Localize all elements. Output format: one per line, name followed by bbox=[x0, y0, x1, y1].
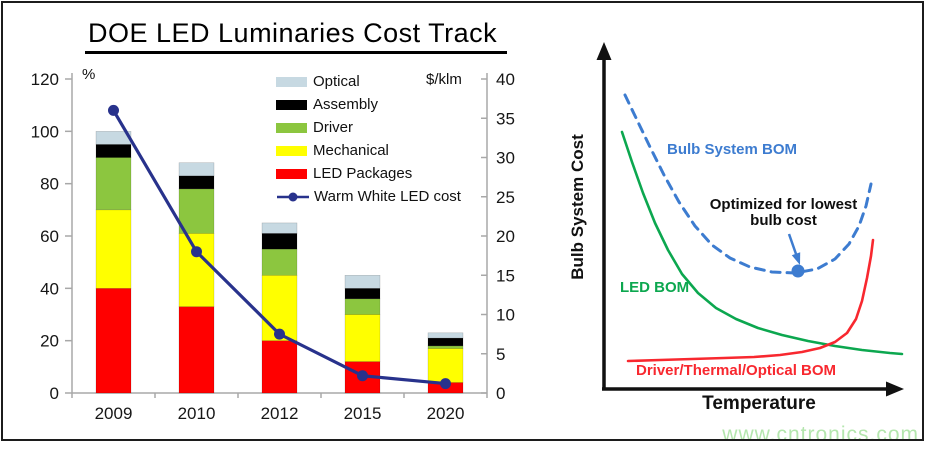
curve bbox=[623, 93, 873, 275]
bar-segment bbox=[427, 332, 464, 339]
legend-item: LED Packages bbox=[276, 162, 461, 185]
chart-title: DOE LED Luminaries Cost Track bbox=[85, 18, 508, 54]
legend-label: Mechanical bbox=[313, 142, 389, 159]
line-marker bbox=[274, 328, 285, 340]
watermark: www.cntronics.com bbox=[722, 423, 919, 446]
y-axis-arrow-icon bbox=[596, 42, 612, 60]
legend-label: Warm White LED cost bbox=[314, 188, 461, 205]
svg-text:40: 40 bbox=[40, 279, 59, 298]
svg-text:80: 80 bbox=[40, 175, 59, 194]
bar-segment bbox=[427, 345, 464, 349]
svg-text:60: 60 bbox=[40, 227, 59, 246]
left-axis-unit-label: % bbox=[82, 66, 96, 83]
legend-item: Optical bbox=[276, 70, 461, 93]
svg-text:25: 25 bbox=[496, 188, 515, 207]
legend-label: LED Packages bbox=[313, 165, 413, 182]
legend-item: Warm White LED cost bbox=[276, 185, 461, 208]
bar-segment bbox=[95, 288, 132, 394]
bar-segment bbox=[427, 348, 464, 383]
bulb-system-bom-label: Bulb System BOM bbox=[667, 141, 798, 158]
svg-text:15: 15 bbox=[496, 266, 515, 285]
svg-text:2015: 2015 bbox=[344, 404, 382, 423]
legend-item: Driver bbox=[276, 116, 461, 139]
bar-segment bbox=[178, 306, 215, 394]
bar-segment bbox=[178, 175, 215, 190]
legend-swatch bbox=[276, 168, 307, 179]
svg-text:0: 0 bbox=[496, 384, 505, 403]
right-axis-unit-label: $/klm bbox=[426, 71, 462, 88]
right-chart-ylabel: Bulb System Cost bbox=[568, 134, 587, 280]
svg-text:2012: 2012 bbox=[261, 404, 299, 423]
curve bbox=[620, 130, 904, 356]
bar-segment bbox=[95, 157, 132, 211]
legend-swatch bbox=[276, 145, 307, 156]
legend-swatch bbox=[276, 76, 307, 87]
svg-text:20: 20 bbox=[496, 227, 515, 246]
line-marker bbox=[108, 104, 119, 116]
right-chart-xlabel: Temperature bbox=[702, 393, 816, 414]
legend-line-swatch bbox=[277, 192, 309, 201]
optimized-annotation: Optimized for lowest bulb cost bbox=[709, 196, 858, 229]
led-bom-label: LED BOM bbox=[620, 279, 690, 296]
legend-label: Driver bbox=[313, 119, 353, 136]
svg-text:2009: 2009 bbox=[95, 404, 133, 423]
svg-text:0: 0 bbox=[50, 384, 59, 403]
legend-item: Assembly bbox=[276, 93, 461, 116]
legend-item: Mechanical bbox=[276, 139, 461, 162]
legend-label: Assembly bbox=[313, 96, 379, 113]
legend-label: Optical bbox=[313, 73, 360, 90]
bar-segment bbox=[95, 144, 132, 158]
bar-segment bbox=[178, 188, 215, 234]
svg-text:40: 40 bbox=[496, 70, 515, 89]
bar-segment bbox=[344, 275, 381, 289]
x-axis-arrow-icon bbox=[886, 381, 904, 397]
temperature-chart-axes bbox=[596, 42, 904, 397]
optimum-point-marker bbox=[791, 264, 805, 278]
svg-text:2010: 2010 bbox=[178, 404, 216, 423]
bar-segment bbox=[261, 233, 298, 250]
warm-white-led-cost-line bbox=[108, 104, 451, 390]
svg-text:120: 120 bbox=[31, 70, 59, 89]
bar-segment bbox=[344, 298, 381, 315]
svg-text:30: 30 bbox=[496, 149, 515, 168]
bar-segment bbox=[344, 314, 381, 362]
bar-segment bbox=[261, 222, 298, 234]
svg-text:5: 5 bbox=[496, 345, 505, 364]
annotation-arrow-icon bbox=[787, 233, 801, 265]
svg-text:100: 100 bbox=[31, 122, 59, 141]
temperature-chart-curves bbox=[620, 93, 904, 363]
bar-segment bbox=[178, 233, 215, 307]
bar-segment bbox=[261, 340, 298, 394]
driver-thermal-optical-bom-label: Driver/Thermal/Optical BOM bbox=[636, 362, 837, 379]
bar-segment bbox=[95, 209, 132, 289]
chart-legend: Optical Assembly Driver Mechanical LED Packa… bbox=[276, 70, 461, 208]
bar-segment bbox=[344, 288, 381, 300]
bar-segment bbox=[427, 337, 464, 347]
svg-text:20: 20 bbox=[40, 332, 59, 351]
svg-text:2020: 2020 bbox=[427, 404, 465, 423]
bar-segment bbox=[178, 162, 215, 177]
legend-swatch bbox=[276, 122, 307, 133]
line-marker bbox=[191, 246, 202, 258]
svg-text:10: 10 bbox=[496, 306, 515, 325]
svg-text:35: 35 bbox=[496, 109, 515, 128]
line-marker bbox=[440, 378, 451, 390]
line-marker bbox=[357, 370, 368, 382]
cost-track-axes: 0 20 40 60 80 100 120 0 5 10 15 20 25 30 35 40 2009 2010 2… bbox=[31, 70, 515, 423]
bar-segment bbox=[261, 248, 298, 276]
legend-swatch bbox=[276, 99, 307, 110]
curve bbox=[626, 238, 875, 363]
